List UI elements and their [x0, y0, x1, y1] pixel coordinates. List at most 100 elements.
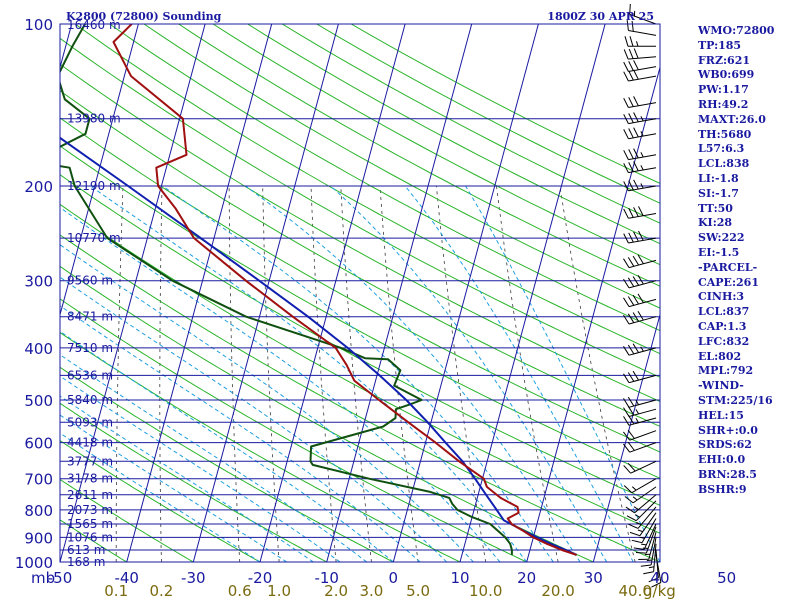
moist-adiabat-line	[60, 206, 501, 562]
wind-barb	[623, 254, 657, 269]
wind-barb	[629, 3, 657, 25]
title-right: 1800Z 30 APR 25	[547, 10, 654, 23]
wind-barb	[648, 549, 659, 583]
wind-barb	[623, 230, 657, 244]
sounding-index-item: LFC:832	[698, 334, 750, 348]
wind-barb	[626, 20, 657, 36]
pressure-label: 1000	[15, 554, 53, 572]
height-label: 3178 m	[67, 472, 113, 486]
height-label: 3777 m	[67, 454, 113, 468]
sounding-index-item: CAPE:261	[698, 275, 759, 289]
wind-barb	[623, 127, 657, 140]
profiles	[60, 24, 578, 556]
pressure-label: 800	[24, 502, 53, 520]
wind-barb	[623, 429, 657, 441]
height-label: 5093 m	[67, 415, 113, 429]
mixing-ratio-label: 0.2	[149, 582, 173, 600]
pressure-label: 300	[24, 273, 53, 291]
isotherm-line	[392, 24, 539, 562]
sounding-index-item: STM:225/16	[698, 393, 773, 407]
wind-barb	[623, 441, 657, 453]
pressure-label: 600	[24, 435, 53, 453]
height-label: 1076 m	[67, 530, 113, 544]
sounding-index-item: BSHR:9	[698, 482, 747, 496]
wind-barb	[628, 506, 657, 529]
isotherm-line	[459, 24, 606, 562]
wind-barb	[623, 206, 657, 219]
wind-barb	[623, 396, 657, 408]
sounding-index-item: CAP:1.3	[698, 319, 747, 333]
temperature-tick-label: 40	[650, 569, 669, 587]
wind-barb	[623, 112, 657, 125]
mixing-ratio-label: 5.0	[406, 582, 430, 600]
pressure-label: 400	[24, 340, 53, 358]
wind-barbs	[623, 3, 662, 588]
wind-barb	[623, 96, 657, 108]
wind-barb	[626, 500, 657, 522]
isotherm-line	[259, 24, 406, 562]
isotherm-line	[60, 24, 139, 317]
height-label: 5840 m	[67, 393, 113, 407]
sounding-index-item: LCL:838	[698, 157, 750, 171]
dewpoint-profile	[60, 24, 513, 555]
plot-area: 16460 m 13980 m 12190 m 10770 m 9560 m 8471 m…	[59, 3, 662, 588]
sounding-index-item: SW:222	[698, 231, 745, 245]
sounding-index-item: EHI:0.0	[698, 453, 746, 467]
height-label: 7510 m	[67, 341, 113, 355]
wind-barb	[623, 370, 657, 384]
wind-barb	[623, 148, 657, 161]
height-label: 8471 m	[67, 310, 113, 324]
height-label: 10770 m	[67, 231, 121, 245]
wind-barb	[633, 523, 657, 550]
mixing-ratio-label: 20.0	[541, 582, 574, 600]
sounding-index-item: TP:185	[698, 38, 742, 52]
temperature-tick-label: 20	[517, 569, 536, 587]
pressure-label: 900	[24, 529, 53, 547]
height-label: 1565 m	[67, 517, 113, 531]
title-left: K2800 (72800) Sounding	[66, 10, 222, 23]
moist-adiabat-line	[60, 375, 341, 562]
temperature-tick-label: 50	[717, 569, 736, 587]
sounding-indices-panel: WMO:72800 TP:185 FRZ:621 WB0:699 PW:1.17 RH:4…	[698, 24, 798, 498]
height-label: 613 m	[67, 543, 105, 557]
isotherm-line	[592, 312, 660, 562]
wind-barb	[623, 478, 657, 494]
height-label: 6536 m	[67, 368, 113, 382]
sounding-index-item: -WIND-	[698, 379, 744, 393]
sounding-index-item: KI:28	[698, 216, 733, 230]
wind-barb	[624, 36, 656, 47]
wind-barb	[625, 494, 657, 514]
height-label: 12190 m	[67, 179, 121, 193]
wind-barb	[623, 406, 657, 417]
pressure-label: 200	[24, 178, 53, 196]
wind-barb	[623, 48, 657, 60]
plot-background	[60, 24, 660, 562]
temperature-tick-label: -20	[248, 569, 273, 587]
sounding-index-item: LCL:837	[698, 305, 750, 319]
sounding-index-item: EI:-1.5	[698, 245, 740, 259]
mixing-ratio-label: 10.0	[469, 582, 502, 600]
isotherm-line	[60, 24, 206, 562]
sounding-index-item: SRDS:62	[698, 438, 752, 452]
sounding-index-item: CINH:3	[698, 290, 745, 304]
height-label: 16460 m	[67, 18, 121, 32]
sounding-index-item: TH:5680	[698, 127, 752, 141]
temperature-tick-label: -50	[48, 569, 73, 587]
sounding-index-item: HEL:15	[698, 408, 744, 422]
sounding-index-item: RH:49.2	[698, 97, 749, 111]
sounding-index-item: BRN:28.5	[698, 467, 757, 481]
mixing-ratio-label: 1.0	[267, 582, 291, 600]
pressure-label: 100	[24, 16, 53, 34]
sounding-index-item: LI:-1.8	[698, 171, 739, 185]
height-label: 13980 m	[67, 112, 121, 126]
isotherm-line	[326, 24, 473, 562]
wind-barb	[623, 274, 657, 289]
wind-barb	[624, 486, 657, 504]
sounding-index-item: WMO:72800	[698, 24, 775, 37]
mixing-ratio-unit-label: g/kg	[643, 582, 676, 600]
moist-adiabat-line	[60, 305, 421, 562]
wind-barb	[623, 161, 657, 174]
wind-barb	[623, 60, 657, 72]
mixing-ratio-label: 2.0	[324, 582, 348, 600]
